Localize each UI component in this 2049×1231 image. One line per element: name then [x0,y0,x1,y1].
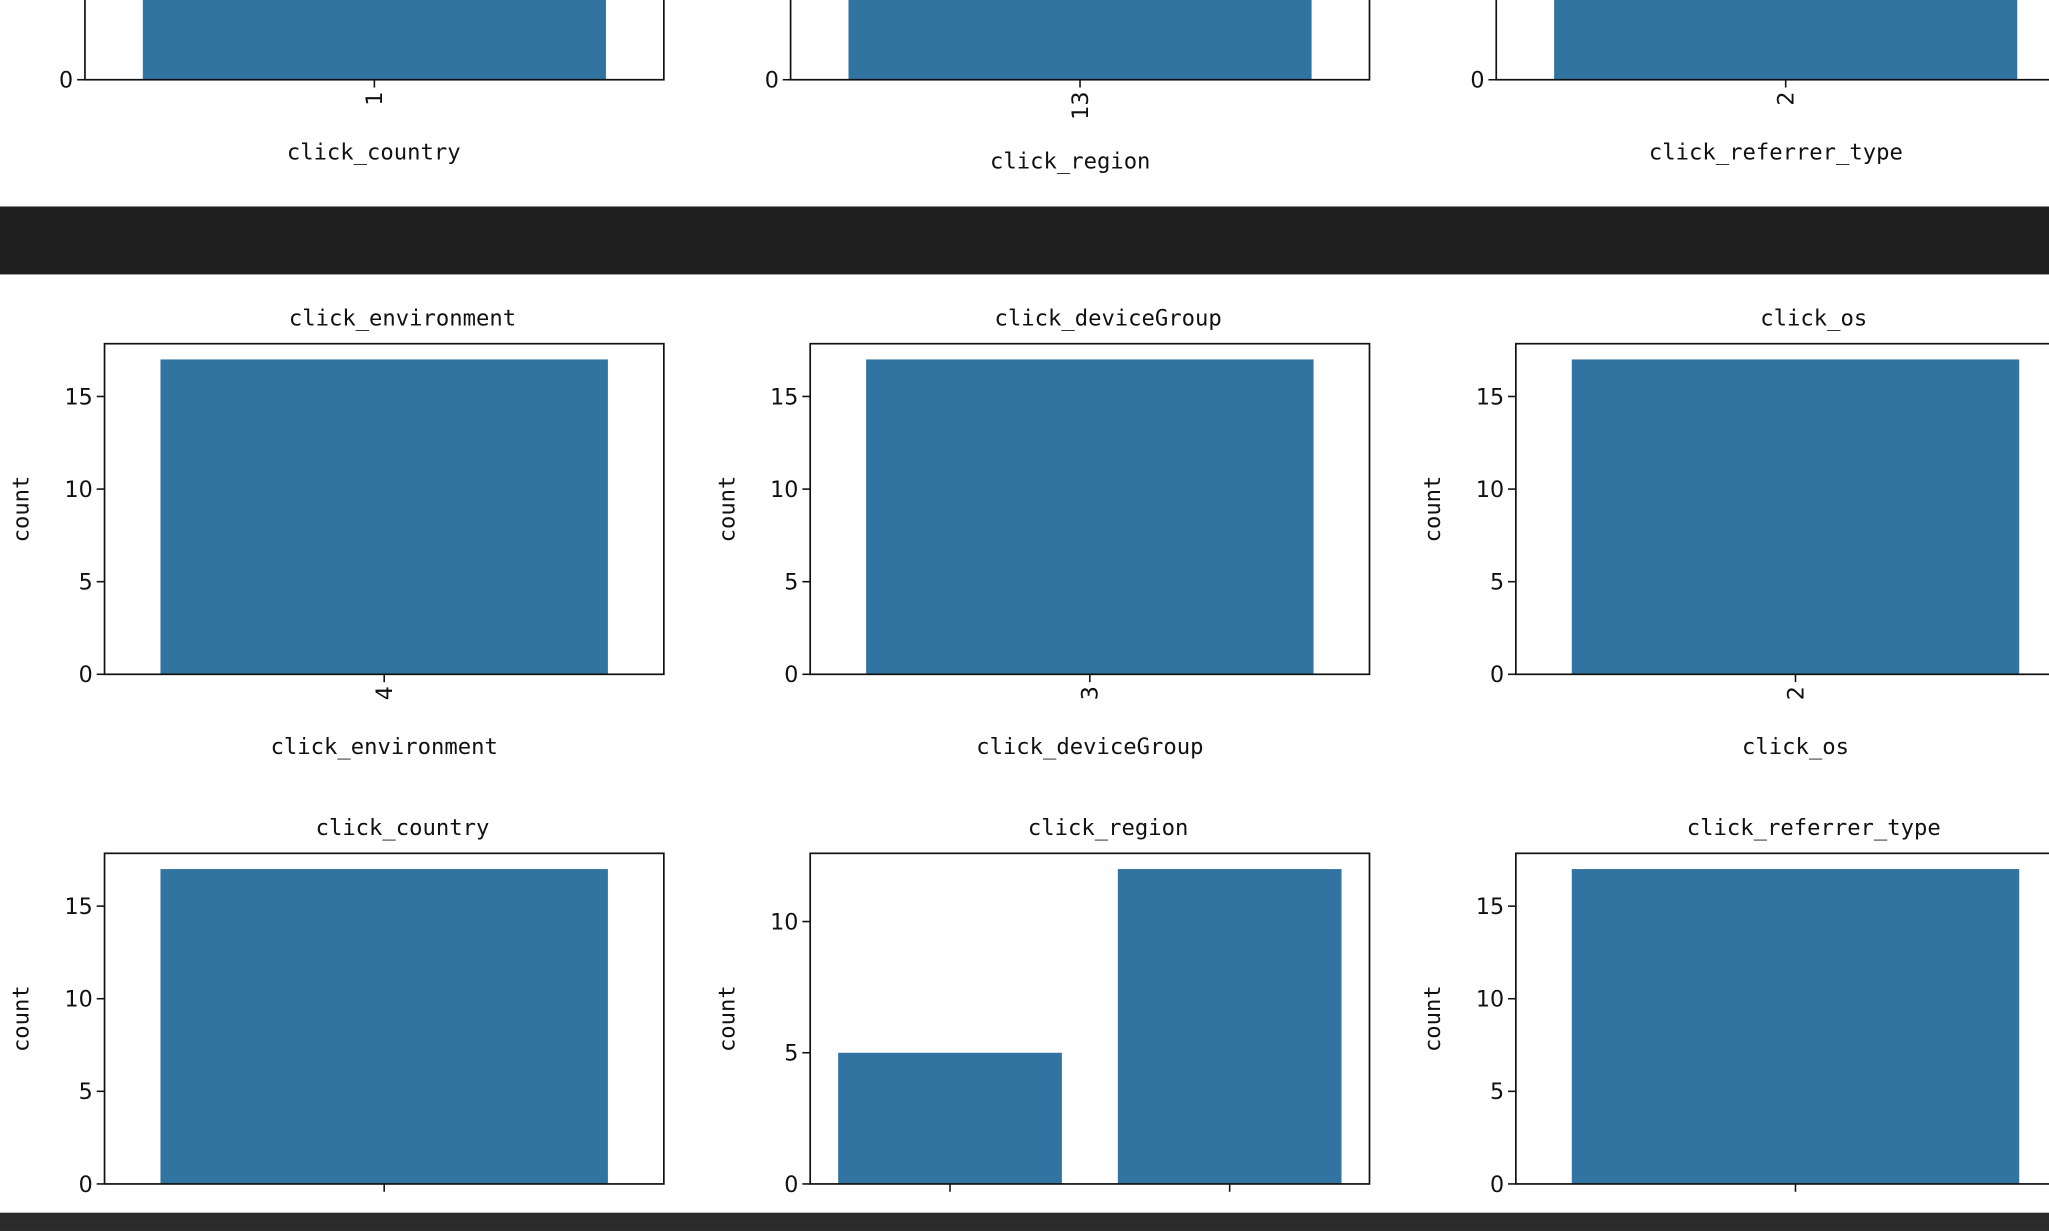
axes-frame [1514,342,2049,676]
y-tick-label: 0 [79,662,93,688]
axes-frame [809,342,1371,676]
y-tick-label: 0 [784,662,798,688]
axes-frame [789,0,1371,81]
x-axis-label: click_environment [271,734,498,760]
y-tick-label: 0 [59,68,73,94]
x-tick-label: 2 [1783,686,1809,700]
bar [1554,0,2018,80]
x-tick-label: 3 [1078,686,1104,700]
y-tick-label: 5 [1490,1079,1504,1105]
y-tick-label: 10 [770,477,798,503]
y-tick-label: 5 [784,570,798,596]
bar [1571,359,2020,675]
bar [160,359,608,675]
y-tick-label: 5 [79,1079,93,1105]
y-tick-label: 5 [1490,570,1504,596]
x-axis-label: click_country [287,139,461,165]
chart-title: click_country [316,815,490,841]
y-tick-label: 10 [65,987,93,1013]
x-tick-label: 4 [372,686,398,700]
bar [848,0,1312,80]
bar [838,1052,1062,1184]
axes-frame [84,0,665,81]
x-tick-label: 13 [1068,91,1094,119]
y-tick-label: 10 [770,909,798,935]
y-tick-label: 15 [65,384,93,410]
y-tick-label: 5 [784,1041,798,1067]
y-tick-label: 0 [765,68,779,94]
x-axis-label: click_region [990,149,1150,175]
axes-frame [103,342,665,676]
bar [866,359,1314,675]
y-tick-label: 5 [79,570,93,596]
x-axis-label: click_referrer_type [1649,139,1903,165]
y-axis-label: count [714,476,740,543]
y-tick-label: 0 [79,1172,93,1198]
chart-title: click_os [1760,305,1867,331]
axes-frame [809,852,1371,1185]
y-axis-label: count [9,476,35,543]
y-axis-label: count [1420,476,1446,543]
y-tick-label: 0 [1490,662,1504,688]
x-axis-label: click_deviceGroup [976,734,1203,760]
x-tick-label: 1 [362,91,388,105]
y-tick-label: 0 [784,1172,798,1198]
status-bar [0,1212,2049,1231]
chart-title: click_deviceGroup [995,305,1222,331]
axes-frame [1514,852,2049,1185]
chart-title: click_referrer_type [1687,815,1941,841]
y-tick-label: 0 [1490,1172,1504,1198]
x-axis-label: click_os [1742,734,1849,760]
chart-title: click_environment [289,305,516,331]
y-axis-label: count [1420,985,1446,1052]
y-axis-label: count [714,985,740,1052]
y-tick-label: 10 [1476,987,1504,1013]
y-tick-label: 15 [1476,384,1504,410]
y-tick-label: 15 [770,384,798,410]
x-tick-label: 2 [1774,91,1800,105]
bar [1571,869,2020,1184]
y-tick-label: 0 [1470,68,1484,94]
cell-separator [0,206,2049,275]
plot-area: 10click_country130click_region20click_re… [9,0,2049,1198]
axes-frame [103,852,665,1185]
bar [160,869,608,1184]
axes-frame [1495,0,2049,81]
y-axis-label: count [9,985,35,1052]
bar [142,0,606,80]
bar [1117,869,1342,1184]
y-tick-label: 10 [65,477,93,503]
chart-title: click_region [1028,815,1188,841]
y-tick-label: 10 [1476,477,1504,503]
y-tick-label: 15 [1476,894,1504,920]
y-tick-label: 15 [65,894,93,920]
